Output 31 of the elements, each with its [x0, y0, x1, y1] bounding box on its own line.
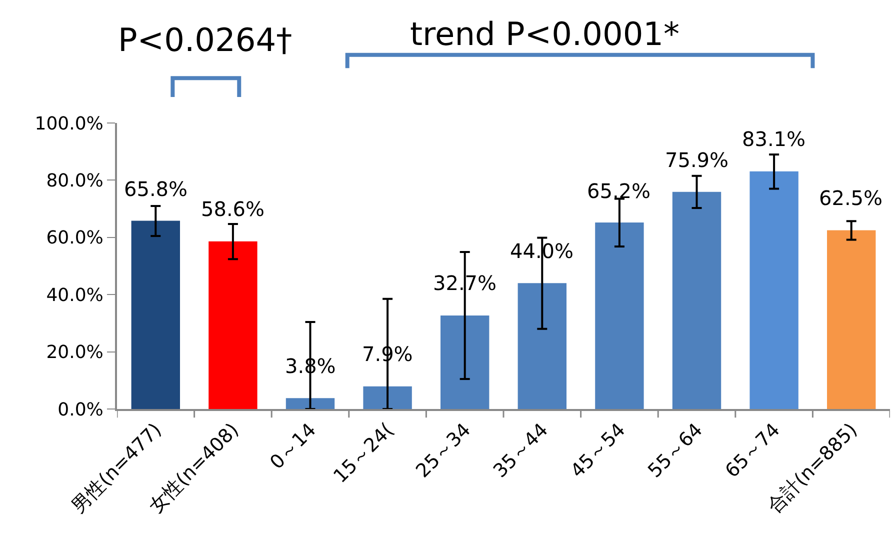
bar	[131, 220, 180, 409]
x-tick-label: 25～34	[412, 418, 476, 482]
y-tick-label: 60.0%	[46, 228, 104, 249]
y-tick-label: 40.0%	[46, 284, 104, 306]
bar	[286, 398, 335, 409]
x-tick-label: 45～54	[566, 418, 630, 482]
data-label: 83.1%	[742, 127, 806, 151]
x-tick-label: 0～14	[266, 418, 321, 474]
x-tick-label: 15～24(	[329, 418, 398, 488]
y-tick-label: 0.0%	[58, 399, 104, 420]
bar	[440, 315, 490, 409]
bar	[595, 222, 644, 409]
text: trend P<0.0001*	[410, 15, 680, 53]
data-label: 65.2%	[587, 179, 651, 203]
bar	[518, 283, 566, 409]
bar	[672, 192, 722, 409]
text: P<0.0264†	[118, 21, 292, 59]
x-tick-label: 55～64	[644, 418, 708, 482]
x-tick-label: 35～44	[489, 418, 552, 482]
y-tick-label: 100.0%	[34, 113, 104, 134]
data-label: 75.9%	[665, 148, 729, 172]
bar	[208, 241, 258, 409]
y-tick-label: 20.0%	[46, 342, 104, 364]
data-label: 65.8%	[124, 177, 188, 201]
bar	[750, 171, 798, 409]
bar	[827, 230, 876, 409]
y-tick-label: 80.0%	[46, 170, 104, 192]
data-label: 58.6%	[201, 197, 265, 221]
data-label: 62.5%	[819, 186, 883, 210]
x-tick-label: 65～74	[721, 418, 784, 482]
bar	[363, 386, 412, 409]
